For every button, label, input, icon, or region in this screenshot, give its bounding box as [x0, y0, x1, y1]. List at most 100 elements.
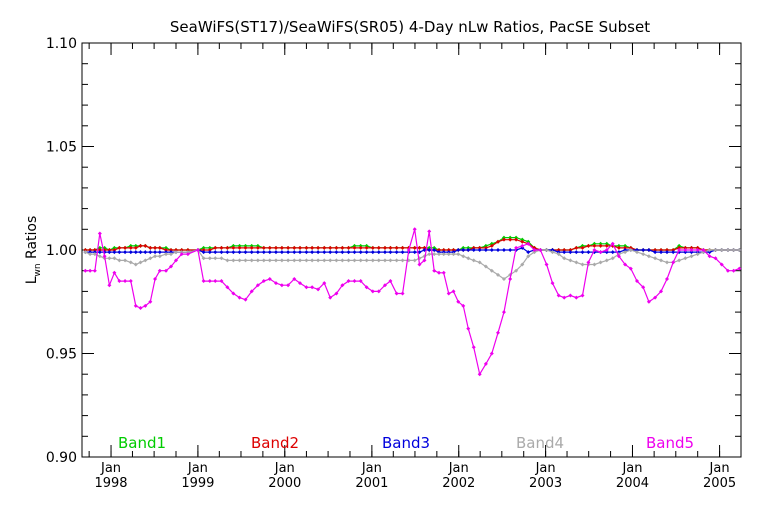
data-point	[279, 283, 284, 288]
data-point	[514, 268, 519, 273]
data-point	[713, 248, 718, 252]
data-point	[237, 243, 242, 248]
data-point	[477, 248, 482, 252]
data-point	[671, 248, 676, 252]
legend: Band1 Band2 Band3 Band4 Band5	[118, 434, 694, 452]
data-point	[664, 260, 669, 265]
plot-area	[81, 42, 742, 458]
data-point	[406, 248, 411, 252]
data-point	[496, 330, 501, 335]
data-point	[117, 279, 122, 284]
data-point	[496, 248, 501, 252]
data-point	[143, 258, 148, 263]
x-tick-year: 2001	[355, 476, 388, 491]
series-layer	[83, 227, 742, 377]
data-point	[671, 250, 676, 255]
data-point	[634, 250, 639, 255]
data-point	[417, 262, 422, 267]
data-point	[267, 258, 272, 263]
data-point	[153, 254, 158, 259]
data-point	[623, 243, 628, 248]
data-point	[157, 250, 162, 255]
data-point	[304, 250, 309, 255]
data-point	[358, 243, 363, 248]
data-point	[143, 303, 148, 308]
data-point	[352, 258, 357, 263]
data-point	[267, 245, 272, 250]
series-line	[85, 229, 740, 376]
data-point	[689, 245, 694, 250]
data-point	[466, 245, 471, 250]
data-point	[286, 245, 291, 250]
data-point	[427, 252, 432, 257]
data-point	[153, 245, 158, 250]
x-tick-month: Jan	[100, 461, 121, 476]
data-point	[520, 239, 525, 244]
data-point	[255, 283, 260, 288]
legend-label-band1: Band1	[118, 434, 166, 452]
data-point	[664, 250, 669, 255]
data-point	[562, 248, 567, 252]
data-point	[128, 243, 133, 248]
data-point	[562, 256, 567, 261]
data-point	[292, 258, 297, 263]
data-point	[97, 250, 102, 255]
data-point	[195, 248, 200, 252]
data-point	[201, 279, 206, 284]
data-point	[461, 254, 466, 259]
data-point	[267, 250, 272, 255]
data-point	[562, 295, 567, 300]
data-point	[273, 281, 278, 286]
data-point	[628, 248, 633, 252]
data-point	[107, 248, 112, 252]
data-point	[446, 248, 451, 252]
data-point	[352, 250, 357, 255]
data-point	[334, 245, 339, 250]
data-point	[483, 264, 488, 269]
data-point	[123, 258, 128, 263]
data-point	[286, 250, 291, 255]
data-point	[164, 250, 169, 255]
data-point	[707, 250, 712, 255]
legend-label-band3: Band3	[382, 434, 430, 452]
x-tick-year: 2000	[268, 476, 301, 491]
data-point	[261, 258, 266, 263]
data-point	[249, 289, 254, 294]
data-point	[157, 245, 162, 250]
data-point	[169, 248, 174, 252]
data-point	[653, 256, 658, 261]
data-point	[261, 279, 266, 284]
data-point	[310, 258, 315, 263]
data-point	[725, 248, 730, 252]
data-point	[501, 237, 506, 242]
data-point	[526, 241, 531, 246]
data-point	[550, 250, 555, 255]
data-point	[334, 291, 339, 296]
data-point	[243, 250, 248, 255]
data-point	[574, 250, 579, 255]
data-point	[451, 289, 456, 294]
data-point	[328, 295, 333, 300]
data-point	[107, 250, 112, 255]
data-point	[298, 281, 303, 286]
data-point	[526, 254, 531, 259]
data-point	[316, 245, 321, 250]
data-point	[231, 243, 236, 248]
data-point	[364, 250, 369, 255]
y-tick-label: 1.00	[46, 243, 77, 259]
data-point	[471, 258, 476, 263]
data-point	[169, 264, 174, 269]
data-point	[592, 243, 597, 248]
data-point	[574, 260, 579, 265]
data-point	[604, 258, 609, 263]
data-point	[133, 303, 138, 308]
data-point	[255, 243, 260, 248]
data-point	[432, 248, 437, 252]
data-point	[352, 245, 357, 250]
data-point	[286, 258, 291, 263]
data-point	[88, 248, 93, 252]
series-band2	[83, 237, 742, 252]
data-point	[219, 245, 224, 250]
data-point	[298, 245, 303, 250]
